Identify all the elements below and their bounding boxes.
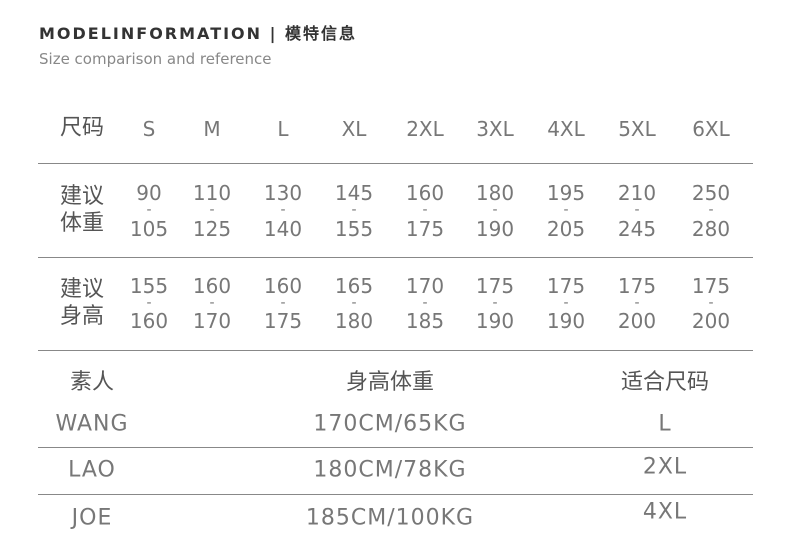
- model-name: WANG: [55, 411, 129, 437]
- divider: [38, 257, 753, 258]
- range-dash: -: [708, 202, 714, 218]
- height-label: 建议 身高: [59, 277, 105, 329]
- weight-max: 105: [129, 217, 169, 241]
- weight-max: 155: [334, 217, 374, 241]
- height-max: 190: [546, 309, 586, 333]
- range-dash: -: [209, 295, 215, 311]
- weight-min: 195: [546, 181, 586, 205]
- model-size: 2XL: [642, 454, 688, 480]
- model-table-header: 素人: [69, 370, 115, 395]
- model-size: L: [658, 411, 672, 437]
- height-min: 175: [617, 274, 657, 298]
- range-dash: -: [422, 295, 428, 311]
- range-dash: -: [492, 202, 498, 218]
- height-max: 190: [475, 309, 515, 333]
- weight-min: 210: [617, 181, 657, 205]
- range-dash: -: [634, 202, 640, 218]
- height-max: 160: [129, 309, 169, 333]
- range-dash: -: [492, 295, 498, 311]
- size-header: L: [277, 117, 289, 141]
- weight-max: 205: [546, 217, 586, 241]
- height-max: 180: [334, 309, 374, 333]
- height-max: 170: [192, 309, 232, 333]
- size-header: 4XL: [547, 117, 585, 141]
- divider: [38, 494, 753, 495]
- size-header: M: [203, 117, 221, 141]
- weight-min: 130: [263, 181, 303, 205]
- range-dash: -: [146, 295, 152, 311]
- weight-max: 280: [691, 217, 731, 241]
- size-header: 3XL: [476, 117, 514, 141]
- model-height-weight: 185CM/100KG: [305, 505, 475, 531]
- height-min: 160: [192, 274, 232, 298]
- range-dash: -: [351, 202, 357, 218]
- weight-min: 180: [475, 181, 515, 205]
- model-table-header: 身高体重: [345, 370, 435, 395]
- size-header: 2XL: [406, 117, 444, 141]
- model-table-header: 适合尺码: [620, 370, 710, 395]
- weight-max: 190: [475, 217, 515, 241]
- weight-max: 245: [617, 217, 657, 241]
- size-header: 5XL: [618, 117, 656, 141]
- height-min: 160: [263, 274, 303, 298]
- height-min: 155: [129, 274, 169, 298]
- divider: [38, 447, 753, 448]
- height-max: 185: [405, 309, 445, 333]
- model-name: LAO: [68, 457, 116, 483]
- weight-max: 125: [192, 217, 232, 241]
- height-min: 170: [405, 274, 445, 298]
- model-size: 4XL: [642, 499, 688, 525]
- model-height-weight: 180CM/78KG: [313, 457, 467, 483]
- weight-min: 145: [334, 181, 374, 205]
- height-min: 175: [475, 274, 515, 298]
- range-dash: -: [280, 202, 286, 218]
- range-dash: -: [146, 202, 152, 218]
- title: MODELINFORMATION | 模特信息: [39, 24, 358, 43]
- weight-label: 建议 体重: [59, 184, 105, 236]
- size-header: S: [142, 117, 156, 141]
- divider: [38, 163, 753, 164]
- height-min: 175: [691, 274, 731, 298]
- height-min: 175: [546, 274, 586, 298]
- range-dash: -: [422, 202, 428, 218]
- size-header: XL: [341, 117, 367, 141]
- weight-max: 175: [405, 217, 445, 241]
- range-dash: -: [563, 202, 569, 218]
- weight-max: 140: [263, 217, 303, 241]
- height-max: 175: [263, 309, 303, 333]
- size-label: 尺码: [59, 115, 105, 141]
- weight-min: 110: [192, 181, 232, 205]
- weight-min: 250: [691, 181, 731, 205]
- model-height-weight: 170CM/65KG: [313, 411, 467, 437]
- size-header: 6XL: [692, 117, 730, 141]
- weight-min: 90: [136, 181, 162, 205]
- subtitle: Size comparison and reference: [39, 50, 272, 68]
- range-dash: -: [634, 295, 640, 311]
- range-dash: -: [209, 202, 215, 218]
- height-max: 200: [691, 309, 731, 333]
- weight-min: 160: [405, 181, 445, 205]
- height-max: 200: [617, 309, 657, 333]
- range-dash: -: [280, 295, 286, 311]
- divider: [38, 350, 753, 351]
- range-dash: -: [351, 295, 357, 311]
- range-dash: -: [563, 295, 569, 311]
- height-min: 165: [334, 274, 374, 298]
- model-name: JOE: [71, 505, 113, 531]
- range-dash: -: [708, 295, 714, 311]
